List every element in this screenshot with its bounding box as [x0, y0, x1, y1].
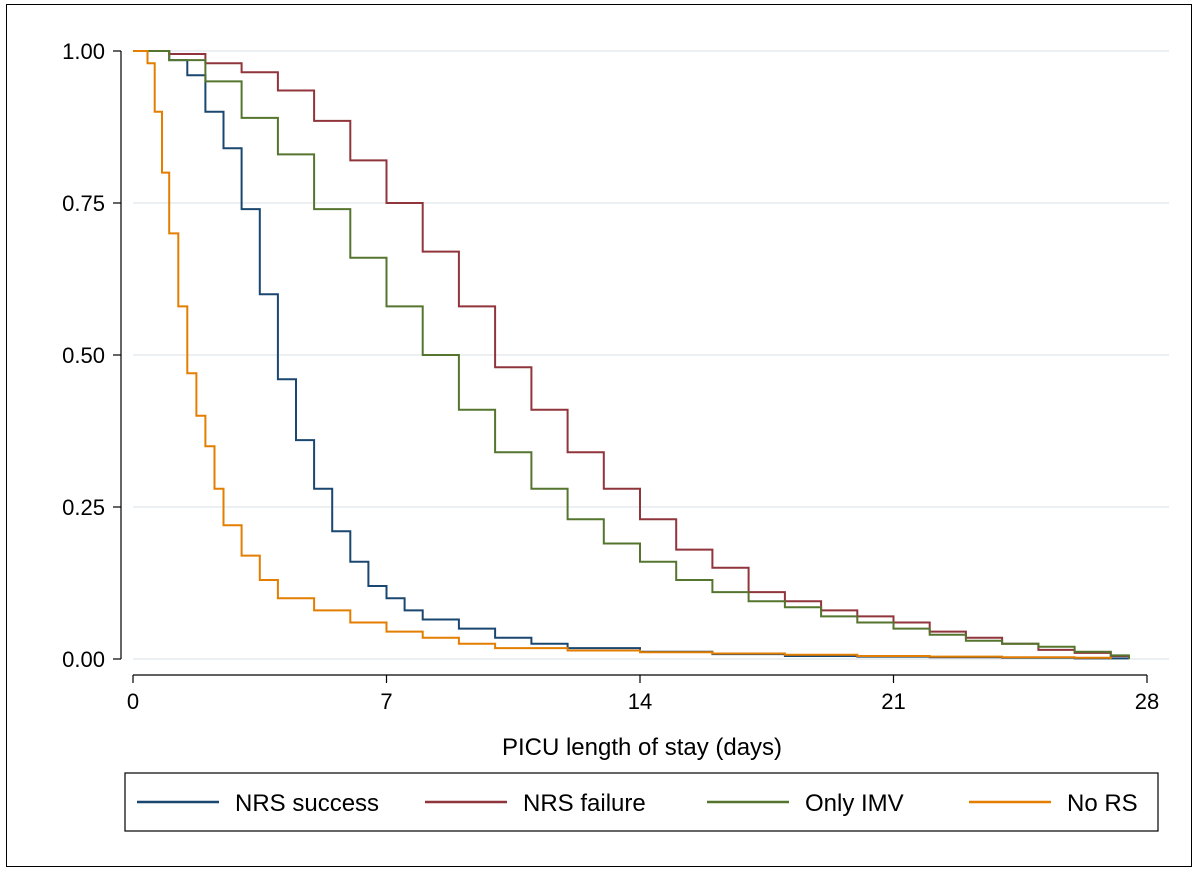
x-tick-label: 0 — [127, 689, 139, 714]
legend-label: No RS — [1067, 790, 1138, 817]
legend-item: Only IMV — [707, 790, 904, 817]
x-tick-label: 14 — [628, 689, 652, 714]
legend-label: NRS failure — [523, 790, 646, 817]
legend: NRS success NRS failure Only IMV No RS — [124, 772, 1159, 832]
legend-item: NRS success — [137, 790, 379, 817]
x-tick-label: 28 — [1135, 689, 1159, 714]
legend-item: NRS failure — [425, 790, 646, 817]
y-tick-label: 0.00 — [62, 647, 105, 672]
chart-frame: 0.00 0.25 0.50 0.75 1.00 0 7 14 21 28 PICU lengt… — [6, 4, 1192, 867]
y-ticks: 0.00 0.25 0.50 0.75 1.00 — [62, 39, 121, 672]
y-tick-label: 1.00 — [62, 39, 105, 64]
km-chart: 0.00 0.25 0.50 0.75 1.00 0 7 14 21 28 PICU lengt… — [62, 39, 1169, 832]
series-no-rs — [133, 50, 1112, 659]
series-nrs-failure — [133, 50, 1130, 659]
y-tick-label: 0.75 — [62, 191, 105, 216]
y-tick-label: 0.50 — [62, 343, 105, 368]
axes: 0.00 0.25 0.50 0.75 1.00 0 7 14 21 28 — [62, 39, 1159, 714]
x-tick-label: 21 — [881, 689, 905, 714]
x-axis-label: PICU length of stay (days) — [502, 734, 782, 761]
legend-item: No RS — [969, 790, 1138, 817]
series-lines — [133, 50, 1130, 660]
legend-label: NRS success — [235, 790, 379, 817]
series-only-imv — [133, 50, 1130, 659]
y-tick-label: 0.25 — [62, 495, 105, 520]
legend-label: Only IMV — [805, 790, 904, 817]
x-tick-label: 7 — [380, 689, 392, 714]
gridlines — [133, 50, 1169, 660]
x-ticks: 0 7 14 21 28 — [127, 675, 1159, 714]
